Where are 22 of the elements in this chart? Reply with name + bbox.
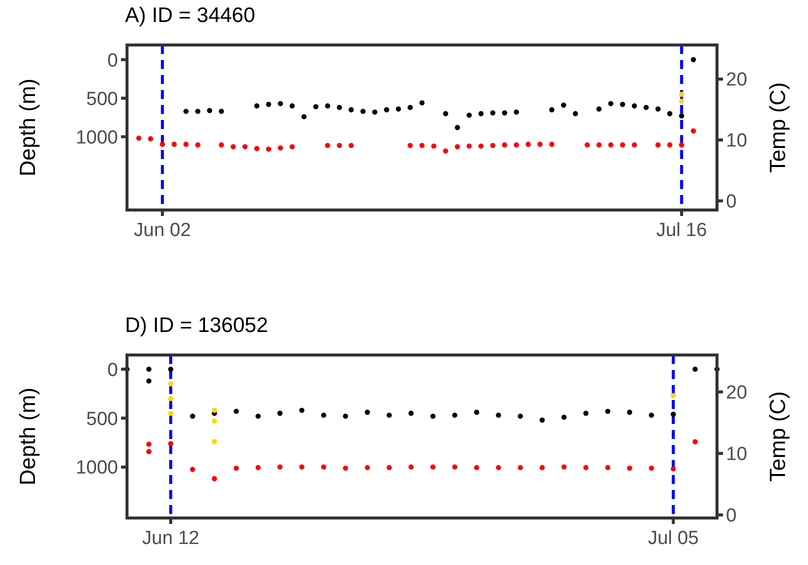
- x-tick-label: Jun 02: [134, 220, 191, 241]
- y-axis-title: Depth (m): [15, 78, 40, 176]
- chart-title: A) ID = 34460: [125, 4, 256, 27]
- x-tick-label: Jun 12: [142, 528, 200, 549]
- y2-tick-label: 10: [726, 444, 748, 466]
- y-tick-label: 1000: [76, 127, 118, 148]
- y-tick-label: 0: [107, 360, 118, 381]
- y-tick-label: 0: [107, 50, 118, 72]
- x-tick-label: Jul 05: [648, 528, 699, 549]
- y2-axis-title: Temp (C): [765, 391, 790, 482]
- y2-tick-label: 10: [726, 130, 748, 152]
- chart-title: D) ID = 136052: [125, 314, 268, 337]
- x-tick-label: Jul 16: [656, 220, 707, 241]
- y2-tick-label: 0: [726, 192, 737, 213]
- y-axis-title: Depth (m): [15, 388, 40, 486]
- y2-axis-title: Temp (C): [765, 82, 790, 173]
- y-tick-label: 500: [86, 88, 118, 110]
- y2-tick-label: 20: [726, 70, 748, 91]
- y2-tick-label: 20: [726, 382, 748, 404]
- y-tick-label: 500: [86, 408, 118, 430]
- y-tick-label: 1000: [76, 458, 118, 479]
- y2-tick-label: 0: [726, 506, 737, 527]
